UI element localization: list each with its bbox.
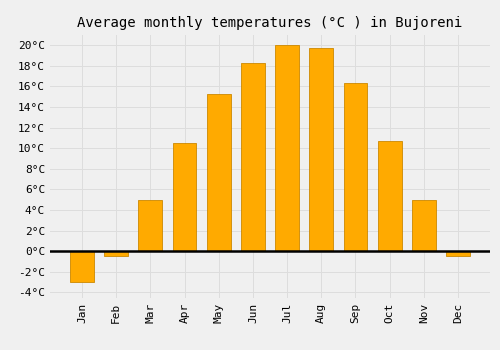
Bar	[378, 141, 402, 251]
Bar	[138, 200, 162, 251]
Bar	[172, 143, 197, 251]
Bar	[344, 83, 367, 251]
Bar	[104, 251, 128, 256]
Bar	[70, 251, 94, 282]
Title: Average monthly temperatures (°C ) in Bujoreni: Average monthly temperatures (°C ) in Bu…	[78, 16, 462, 30]
Bar	[241, 63, 265, 251]
Bar	[275, 45, 299, 251]
Bar	[310, 48, 333, 251]
Bar	[446, 251, 470, 256]
Bar	[207, 94, 231, 251]
Bar	[412, 200, 436, 251]
